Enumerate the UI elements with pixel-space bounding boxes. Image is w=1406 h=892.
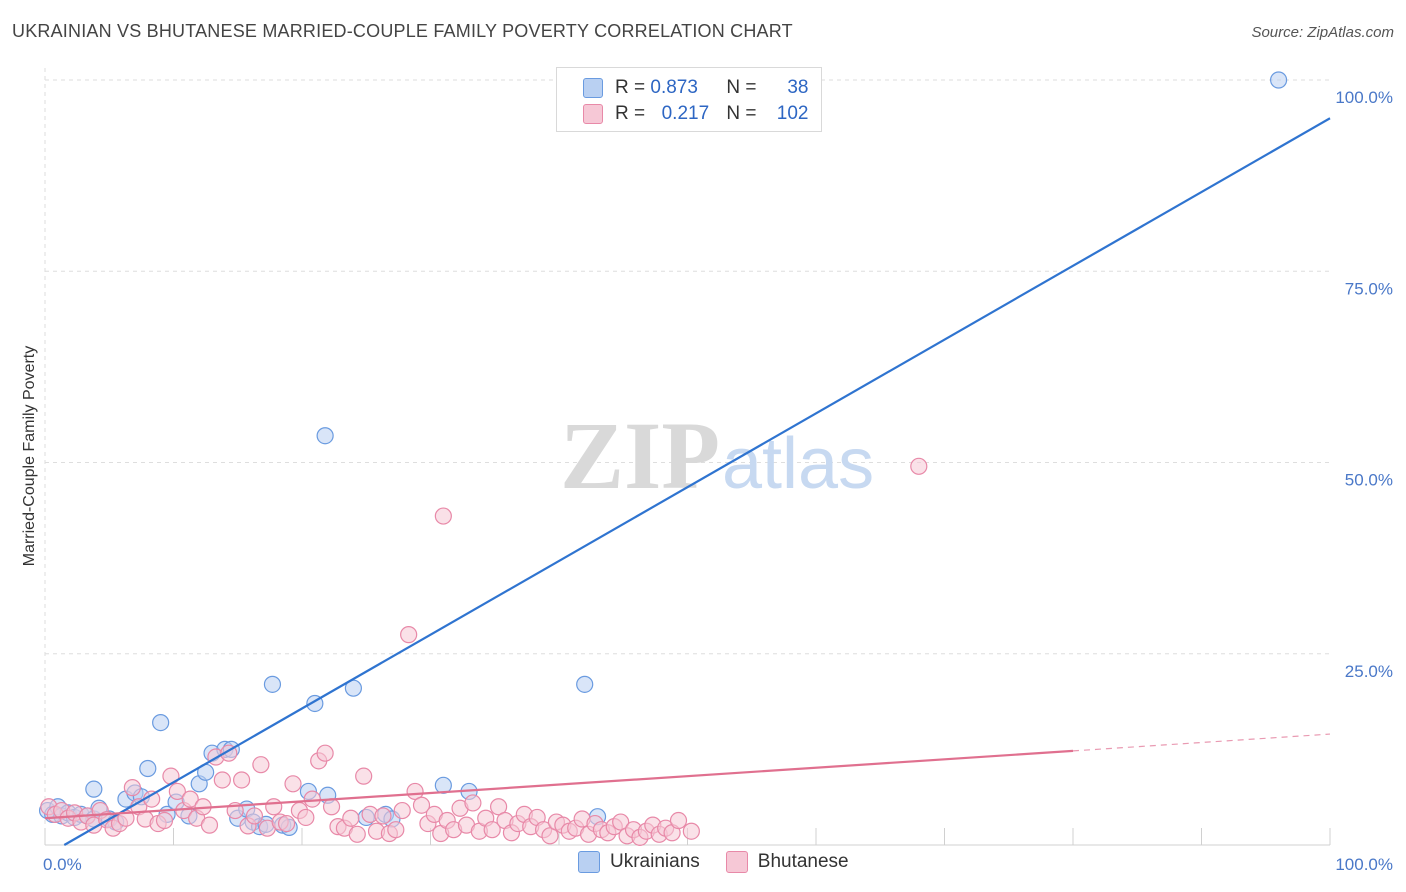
point-bhutanese (322, 798, 341, 816)
svg-text:ZIP: ZIP (560, 402, 720, 509)
source-label: Source: ZipAtlas.com (1251, 24, 1394, 41)
x-tick-label: 0.0% (43, 855, 82, 874)
y-tick-label: 25.0% (1345, 662, 1393, 681)
point-bhutanese (200, 816, 219, 834)
point-bhutanese (316, 744, 334, 762)
point-bhutanese (374, 807, 392, 825)
point-bhutanese (406, 782, 424, 801)
point-ukrainians (263, 675, 282, 693)
point-ukrainians (152, 713, 170, 732)
point-bhutanese (252, 756, 270, 774)
point-ukrainians (434, 776, 452, 794)
n-label: N = (726, 77, 757, 98)
n-value: 102 (776, 103, 809, 124)
n-label: N = (726, 103, 757, 124)
watermark: ZIP atlas (560, 402, 874, 509)
point-bhutanese (434, 507, 452, 525)
y-tick-label: 50.0% (1345, 471, 1393, 490)
point-bhutanese (910, 457, 928, 475)
point-bhutanese (265, 798, 283, 816)
legend-row-ukrainians: R = 0.873 N = 38 (583, 76, 809, 100)
r-label: R = (615, 103, 646, 124)
swatch-ukrainians (583, 78, 603, 98)
point-bhutanese (277, 814, 296, 833)
point-bhutanese (213, 771, 231, 789)
point-bhutanese (303, 790, 321, 808)
trend-line-bhutanese (44, 749, 1074, 820)
point-ukrainians (576, 675, 594, 693)
legend-item-bhutanese[interactable]: Bhutanese (725, 851, 849, 873)
point-bhutanese (669, 811, 688, 830)
tick-labels: 100.0% 75.0% 50.0% 25.0% 0.0% 100.0% (43, 88, 1393, 874)
point-bhutanese (181, 790, 199, 808)
svg-text:atlas: atlas (722, 424, 874, 504)
legend-label-bhutanese: Bhutanese (757, 851, 849, 872)
point-ukrainians (1269, 71, 1288, 89)
point-bhutanese (123, 779, 141, 797)
point-bhutanese (284, 775, 302, 793)
point-bhutanese (348, 825, 366, 843)
point-bhutanese (483, 821, 501, 839)
point-bhutanese (155, 811, 174, 830)
point-bhutanese (387, 821, 405, 839)
point-bhutanese (682, 822, 700, 840)
point-bhutanese (393, 801, 411, 820)
r-value: 0.873 (650, 77, 698, 98)
y-tick-label: 75.0% (1345, 279, 1393, 298)
point-bhutanese (297, 808, 315, 827)
point-bhutanese (490, 798, 508, 816)
point-ukrainians (85, 780, 103, 798)
x-tick-label: 100.0% (1335, 855, 1393, 874)
stats-legend: R = 0.873 N = 38 R = 0.217 N = 102 (556, 67, 822, 132)
series-legend: Ukrainians Bhutanese (578, 851, 875, 873)
trend-line-ukrainians (63, 117, 1331, 846)
point-bhutanese (168, 782, 186, 801)
point-ukrainians (139, 759, 157, 778)
point-ukrainians (316, 427, 334, 445)
chart-title: UKRAINIAN VS BHUTANESE MARRIED-COUPLE FA… (12, 21, 793, 41)
legend-row-bhutanese: R = 0.217 N = 102 (583, 102, 809, 126)
trend-lines (44, 117, 1331, 846)
r-value: 0.217 (661, 103, 710, 124)
point-bhutanese (355, 767, 373, 785)
legend-item-ukrainians[interactable]: Ukrainians (578, 851, 700, 873)
point-bhutanese (245, 807, 264, 825)
point-bhutanese (233, 771, 251, 789)
point-bhutanese (342, 809, 360, 827)
point-bhutanese (412, 796, 431, 814)
point-bhutanese (541, 827, 559, 845)
swatch-ukrainians (578, 851, 600, 873)
n-value: 38 (787, 77, 809, 98)
trend-line-bhutanese-extension (1072, 733, 1331, 752)
legend-label-ukrainians: Ukrainians (610, 851, 700, 872)
r-label: R = (615, 77, 646, 98)
point-bhutanese (400, 626, 418, 644)
point-bhutanese (464, 794, 482, 812)
point-bhutanese (612, 813, 630, 831)
y-tick-label: 100.0% (1335, 88, 1393, 107)
swatch-bhutanese (583, 104, 603, 124)
swatch-bhutanese (725, 851, 748, 873)
